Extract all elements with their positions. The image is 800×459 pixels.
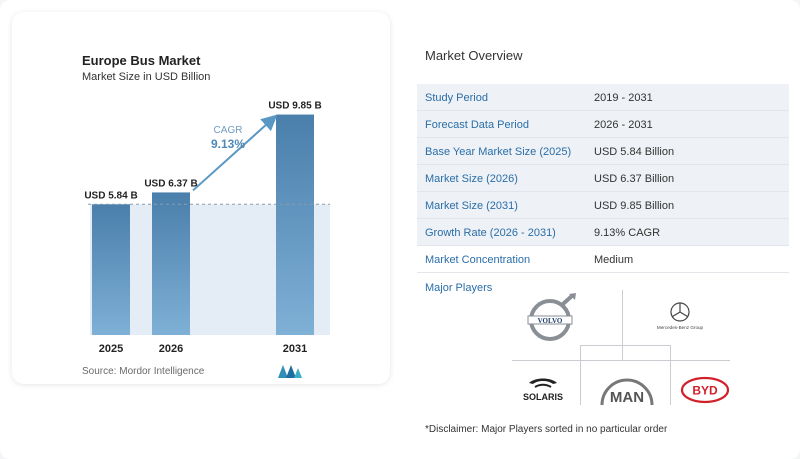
overview-row: Growth Rate (2026 - 2031) 9.13% CAGR xyxy=(417,219,789,246)
overview-label: Market Size (2031) xyxy=(425,199,518,212)
data-label: USD 5.84 B xyxy=(84,190,137,201)
bar-2026 xyxy=(152,192,190,335)
overview-value: USD 9.85 Billion xyxy=(594,199,675,212)
row-divider xyxy=(417,110,789,111)
row-divider xyxy=(417,245,789,246)
solaris-text: SOLARIS xyxy=(523,392,563,402)
overview-label: Study Period xyxy=(425,91,488,104)
volvo-text: VOLVO xyxy=(538,317,563,325)
byd-text: BYD xyxy=(692,384,718,398)
cagr-label: CAGR xyxy=(214,125,243,136)
overview-row: Market Size (2026) USD 6.37 Billion xyxy=(417,165,789,192)
disclaimer-text: *Disclaimer: Major Players sorted in no … xyxy=(425,424,668,435)
mercedes-text: Mercedes-Benz Group xyxy=(657,325,704,330)
man-logo: MAN xyxy=(600,378,654,406)
row-divider xyxy=(417,164,789,165)
overview-title: Market Overview xyxy=(425,48,523,63)
overview-value: USD 5.84 Billion xyxy=(594,145,675,158)
overview-row: Market Concentration Medium xyxy=(417,246,789,273)
overview-row: Study Period 2019 - 2031 xyxy=(417,84,789,111)
chart-subtitle: Market Size in USD Billion xyxy=(82,71,211,83)
data-label: USD 6.37 B xyxy=(144,178,197,189)
overview-row: Base Year Market Size (2025) USD 5.84 Bi… xyxy=(417,138,789,165)
mordor-logo-icon xyxy=(278,365,302,378)
x-tick-label: 2025 xyxy=(99,343,123,355)
overview-value: USD 6.37 Billion xyxy=(594,172,675,185)
overview-row: Market Size (2031) USD 9.85 Billion xyxy=(417,192,789,219)
bar-chart: USD 5.84 B USD 6.37 B USD 9.85 B 2025 2026 20… xyxy=(84,101,330,355)
x-tick-label: 2031 xyxy=(283,343,307,355)
row-divider xyxy=(417,218,789,219)
mercedes-logo: Mercedes-Benz Group xyxy=(657,302,704,330)
overview-value: 2026 - 2031 xyxy=(594,118,653,131)
overview-value: 2019 - 2031 xyxy=(594,91,653,104)
grid-divider xyxy=(622,290,623,360)
x-tick-label: 2026 xyxy=(159,343,183,355)
overview-label: Forecast Data Period xyxy=(425,118,529,131)
volvo-logo: VOLVO xyxy=(527,293,576,341)
row-divider xyxy=(417,272,789,273)
overview-value: 9.13% CAGR xyxy=(594,226,661,239)
row-divider xyxy=(417,191,789,192)
overview-label: Market Size (2026) xyxy=(425,172,518,185)
overview-row: Forecast Data Period 2026 - 2031 xyxy=(417,111,789,138)
bar-2031 xyxy=(276,114,314,335)
grid-divider xyxy=(580,345,670,346)
cagr-arrow xyxy=(192,114,278,192)
cagr-value: 9.13% xyxy=(211,137,245,151)
bar-2025 xyxy=(92,204,130,335)
row-divider xyxy=(417,137,789,138)
major-players-title: Major Players xyxy=(425,282,493,294)
solaris-logo: SOLARIS xyxy=(523,378,563,402)
source-text: Source: Mordor Intelligence xyxy=(82,366,205,377)
overview-value: Medium xyxy=(594,253,634,266)
overview-label: Base Year Market Size (2025) xyxy=(425,145,572,158)
byd-logo: BYD xyxy=(680,376,730,404)
man-text: MAN xyxy=(610,389,644,406)
overview-label: Market Concentration xyxy=(425,253,531,266)
grid-divider xyxy=(580,345,581,405)
data-label: USD 9.85 B xyxy=(268,101,321,112)
overview-label: Growth Rate (2026 - 2031) xyxy=(425,226,556,239)
grid-divider xyxy=(670,345,671,405)
chart-title: Europe Bus Market xyxy=(82,53,201,68)
grid-divider xyxy=(512,360,730,361)
